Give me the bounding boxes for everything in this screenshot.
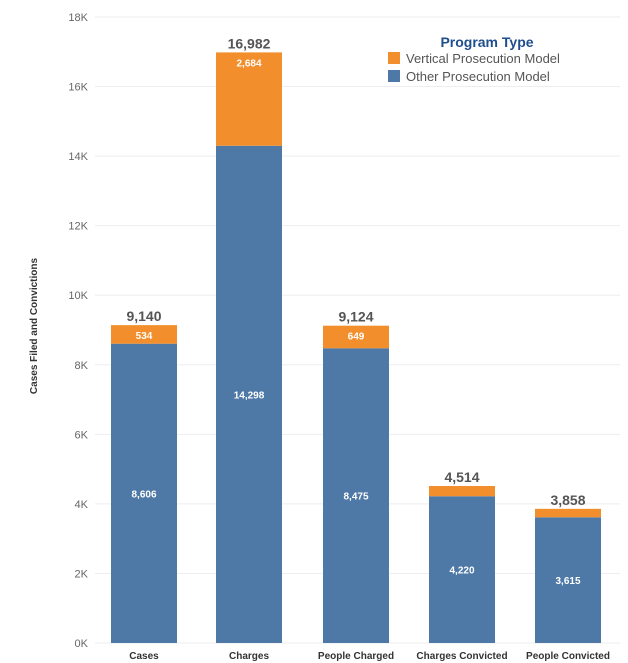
bar-value-label: 8,475 [343,492,368,503]
legend-swatch-vertical [388,52,400,64]
y-tick-label: 12K [68,221,88,233]
bar-value-label: 534 [136,331,153,342]
bar-value-label: 3,615 [555,576,580,587]
bar-segment [323,348,389,643]
y-tick-label: 14K [68,151,88,163]
bar-total-label: 9,140 [126,308,161,324]
bar-total-label: 4,514 [444,469,479,485]
y-tick-label: 18K [68,12,88,24]
bar-segment [111,325,177,344]
legend-entry-vertical: Vertical Prosecution Model [406,51,560,66]
bar-segment [216,145,282,644]
bar-value-label: 4,220 [449,566,474,577]
bar-segment [323,325,389,349]
bar-total-label: 16,982 [228,35,271,51]
x-category-label: Cases [129,651,159,662]
y-axis-ticks: 0K 2K 4K 6K 8K 10K 12K 14K 16K 18K [68,12,88,650]
y-tick-label: 2K [75,568,89,580]
y-axis-label: Cases Filed and Convictions [29,257,40,394]
bar-value-label: 8,606 [131,489,156,500]
bar-value-label: 2,684 [236,58,261,69]
bars [111,52,601,644]
x-category-label: People Convicted [526,651,610,662]
bar-segment [535,517,601,643]
bar-segment [429,496,495,643]
bar-value-label: 649 [348,332,365,343]
bar-segment [429,486,495,497]
legend: Program Type Vertical Prosecution Model … [388,34,560,84]
y-tick-label: 4K [75,499,89,511]
y-tick-label: 10K [68,290,88,302]
y-tick-label: 6K [75,429,89,441]
x-category-label: Charges [229,651,269,662]
legend-entry-other: Other Prosecution Model [406,69,550,84]
x-category-label: Charges Convicted [416,651,507,662]
y-tick-label: 0K [75,638,89,650]
bar-segment [111,343,177,643]
legend-swatch-other [388,70,400,82]
legend-title: Program Type [440,34,533,50]
bar-total-label: 3,858 [550,492,585,508]
y-tick-label: 16K [68,82,88,94]
data-labels: 8,606 534 9,140 14,298 2,684 16,982 8,475 649 9,… [126,35,585,587]
bar-segment [535,508,601,518]
bar-total-label: 9,124 [338,309,373,325]
bar-segment [216,52,282,146]
x-category-label: People Charged [318,651,394,662]
y-tick-label: 8K [75,360,89,372]
bar-value-label: 14,298 [234,390,265,401]
x-axis-categories: Cases Charges People Charged Charges Convic… [129,651,610,662]
